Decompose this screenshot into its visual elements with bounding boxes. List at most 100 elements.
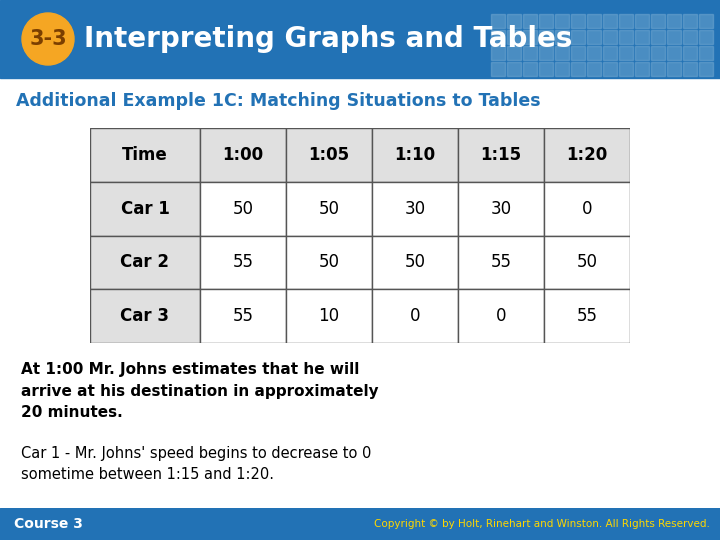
Bar (286, 235, 372, 289)
Bar (571, 14, 585, 28)
Bar (539, 62, 553, 76)
Text: Course 3: Course 3 (14, 517, 83, 531)
Bar (286, 128, 372, 182)
Bar (507, 14, 521, 28)
Text: Time: Time (122, 146, 168, 164)
Bar (491, 30, 505, 44)
Text: Car 3: Car 3 (120, 307, 169, 325)
Bar (200, 128, 286, 182)
Bar (544, 235, 630, 289)
Text: 1:05: 1:05 (308, 146, 350, 164)
Text: 3-3: 3-3 (30, 29, 67, 49)
Text: 50: 50 (318, 200, 340, 218)
Bar (651, 62, 665, 76)
Bar (458, 289, 544, 343)
Text: Car 2: Car 2 (120, 253, 169, 272)
Text: Additional Example 1C: Matching Situations to Tables: Additional Example 1C: Matching Situatio… (16, 92, 541, 110)
Bar (458, 235, 544, 289)
Bar (667, 46, 681, 60)
Bar (458, 182, 544, 235)
Text: 0: 0 (582, 200, 593, 218)
Circle shape (22, 13, 74, 65)
Text: 0: 0 (496, 307, 506, 325)
Text: 0: 0 (410, 307, 420, 325)
Bar (90, 182, 200, 235)
Text: 1:20: 1:20 (567, 146, 608, 164)
Bar (699, 14, 713, 28)
Text: 50: 50 (233, 200, 253, 218)
Bar (667, 14, 681, 28)
Text: 30: 30 (405, 200, 426, 218)
Bar (619, 62, 633, 76)
Bar (571, 46, 585, 60)
Bar (523, 46, 537, 60)
Bar (491, 46, 505, 60)
Bar (603, 62, 617, 76)
Text: 55: 55 (233, 307, 253, 325)
Bar (544, 182, 630, 235)
Bar (458, 128, 544, 182)
Bar (667, 62, 681, 76)
Text: 50: 50 (318, 253, 340, 272)
Bar (587, 30, 601, 44)
Bar (286, 289, 372, 343)
Text: 30: 30 (490, 200, 512, 218)
Bar (651, 30, 665, 44)
Bar (587, 46, 601, 60)
Bar (587, 62, 601, 76)
Text: Interpreting Graphs and Tables: Interpreting Graphs and Tables (84, 25, 572, 53)
Bar (699, 30, 713, 44)
Text: At 1:00 Mr. Johns estimates that he will
arrive at his destination in approximat: At 1:00 Mr. Johns estimates that he will… (21, 362, 379, 420)
Bar (90, 235, 200, 289)
Bar (491, 62, 505, 76)
Bar (544, 128, 630, 182)
Bar (90, 128, 200, 182)
Bar (635, 46, 649, 60)
Bar (619, 46, 633, 60)
Bar (200, 235, 286, 289)
Text: 55: 55 (490, 253, 511, 272)
Bar (635, 14, 649, 28)
Bar (523, 30, 537, 44)
Bar (200, 182, 286, 235)
Bar (372, 182, 458, 235)
Text: 50: 50 (577, 253, 598, 272)
Text: Copyright © by Holt, Rinehart and Winston. All Rights Reserved.: Copyright © by Holt, Rinehart and Winsto… (374, 519, 710, 529)
Text: 55: 55 (233, 253, 253, 272)
Bar (603, 46, 617, 60)
Bar (651, 46, 665, 60)
Text: Car 1: Car 1 (120, 200, 169, 218)
Bar (286, 182, 372, 235)
Bar (683, 62, 697, 76)
Bar (619, 14, 633, 28)
Text: 55: 55 (577, 307, 598, 325)
Text: 50: 50 (405, 253, 426, 272)
Bar (699, 46, 713, 60)
Bar (507, 62, 521, 76)
Bar (603, 30, 617, 44)
Bar (90, 289, 200, 343)
Bar (523, 14, 537, 28)
Text: 1:10: 1:10 (395, 146, 436, 164)
Bar (651, 14, 665, 28)
Bar (507, 46, 521, 60)
Bar (619, 30, 633, 44)
Bar (571, 62, 585, 76)
Bar (635, 62, 649, 76)
Text: 10: 10 (318, 307, 340, 325)
Bar (587, 14, 601, 28)
Bar (667, 30, 681, 44)
Bar (699, 62, 713, 76)
Bar (555, 62, 569, 76)
Bar (555, 30, 569, 44)
Bar (555, 46, 569, 60)
Bar (539, 46, 553, 60)
Bar (603, 14, 617, 28)
Bar (372, 289, 458, 343)
Bar (539, 14, 553, 28)
Bar (683, 30, 697, 44)
Bar (200, 289, 286, 343)
Bar (635, 30, 649, 44)
Bar (372, 128, 458, 182)
Bar (544, 289, 630, 343)
